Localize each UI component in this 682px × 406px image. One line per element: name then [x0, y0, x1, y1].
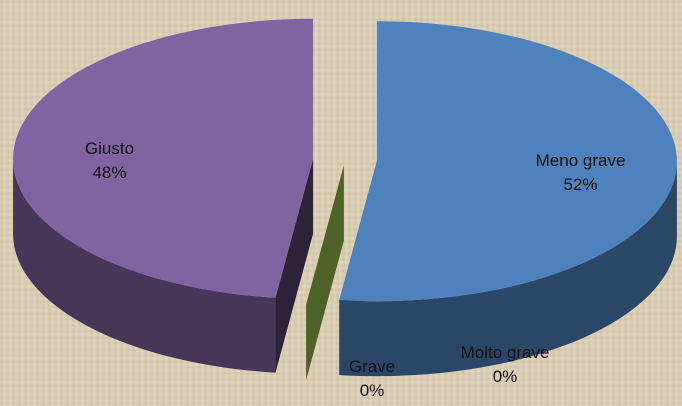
- data-label: Giusto 48%: [85, 139, 134, 182]
- label-name: Molto grave: [461, 343, 550, 362]
- label-value: 52%: [564, 175, 598, 194]
- data-label: Molto grave 0%: [461, 343, 550, 386]
- data-label: Meno grave 52%: [536, 151, 626, 194]
- label-value: 0%: [493, 367, 518, 386]
- data-label: Grave 0%: [349, 357, 395, 400]
- label-name: Giusto: [85, 139, 134, 158]
- slice: [13, 18, 314, 373]
- slice-side: [13, 158, 276, 373]
- label-value: 48%: [92, 163, 126, 182]
- label-name: Meno grave: [536, 151, 626, 170]
- slice: [306, 165, 344, 380]
- slice: [339, 21, 677, 377]
- label-value: 0%: [360, 381, 385, 400]
- slice-top: [13, 18, 314, 298]
- slice-top: [339, 21, 677, 302]
- slice-wall: [275, 158, 314, 373]
- slice-side: [339, 161, 677, 377]
- label-name: Grave: [349, 357, 395, 376]
- slice-wall: [306, 165, 344, 380]
